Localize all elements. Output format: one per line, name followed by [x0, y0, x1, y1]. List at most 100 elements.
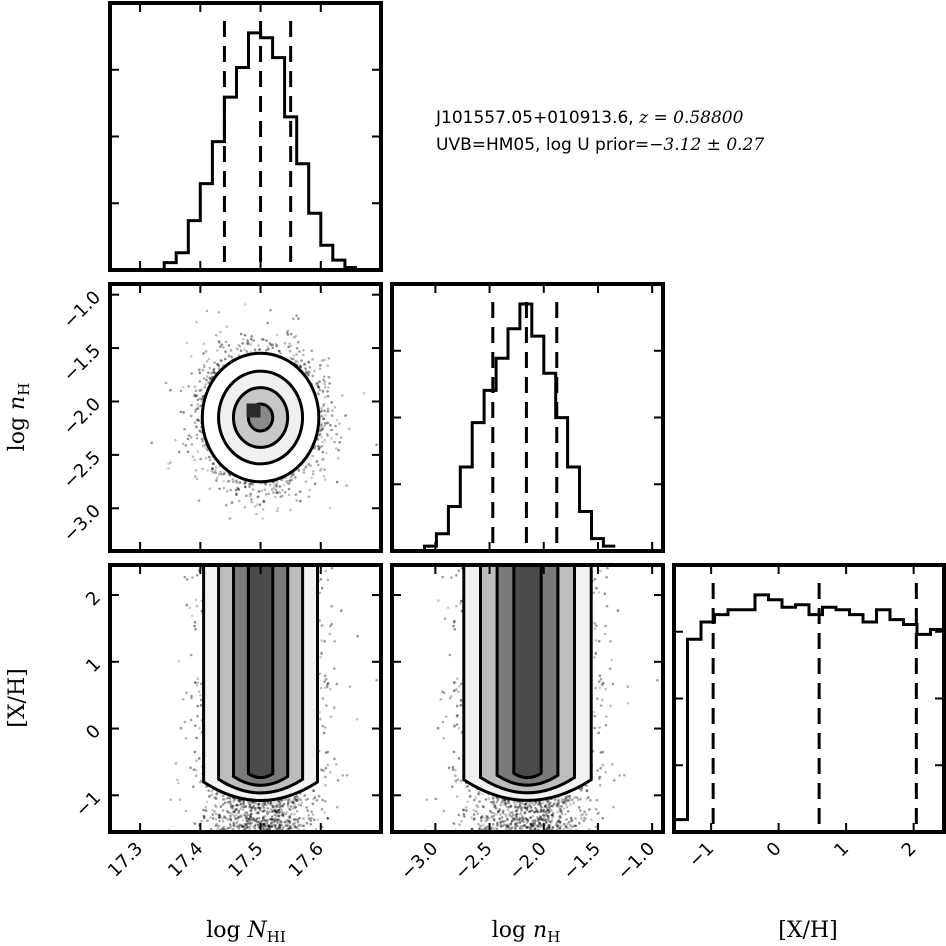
scatter-point — [308, 366, 312, 369]
scatter-point — [318, 388, 322, 392]
scatter-point — [216, 363, 219, 366]
scatter-point — [268, 342, 272, 345]
scatter-point — [207, 357, 211, 361]
scatter-point — [213, 469, 217, 472]
scatter-point — [321, 389, 325, 393]
scatter-point — [212, 370, 215, 374]
scatter-point — [252, 339, 256, 342]
scatter-point — [321, 440, 325, 444]
scatter-point — [306, 373, 310, 376]
scatter-point — [253, 505, 257, 508]
scatter-point — [348, 427, 351, 431]
scatter-point — [203, 365, 206, 369]
scatter-point — [236, 486, 239, 490]
scatter-point — [272, 491, 275, 494]
scatter-point — [243, 303, 247, 306]
scatter-point — [303, 467, 307, 470]
scatter-point — [306, 370, 310, 374]
scatter-point — [202, 377, 206, 380]
scatter-point — [275, 333, 279, 337]
scatter-point — [311, 358, 314, 361]
scatter-point — [250, 498, 253, 501]
scatter-point — [218, 487, 221, 491]
scatter-point — [241, 342, 244, 345]
scatter-point — [341, 394, 344, 397]
scatter-point — [169, 388, 172, 392]
scatter-point — [258, 503, 262, 506]
scatter-point — [220, 472, 223, 476]
scatter-point — [316, 391, 320, 394]
scatter-point — [206, 375, 209, 379]
scatter-point — [308, 488, 312, 492]
scatter-point — [197, 499, 201, 503]
scatter-point — [235, 481, 239, 484]
scatter-point — [292, 473, 295, 476]
scatter-point — [261, 517, 264, 520]
scatter-point — [250, 500, 254, 504]
scatter-point — [239, 332, 243, 336]
scatter-point — [211, 462, 215, 466]
scatter-point — [194, 410, 197, 413]
scatter-point — [263, 488, 267, 492]
scatter-point — [181, 442, 185, 446]
scatter-point — [285, 481, 289, 484]
scatter-point — [195, 394, 199, 397]
scatter-point — [328, 506, 332, 510]
scatter-point — [317, 385, 320, 389]
scatter-point — [204, 350, 208, 353]
scatter-point — [229, 349, 233, 352]
scatter-point — [293, 336, 296, 339]
scatter-point — [228, 517, 232, 520]
scatter-point — [289, 356, 292, 360]
scatter-point — [174, 438, 177, 442]
scatter-point — [198, 389, 202, 392]
scatter-point — [330, 428, 333, 432]
scatter-point — [323, 382, 326, 386]
scatter-point — [190, 443, 194, 446]
scatter-point — [247, 482, 251, 485]
scatter-point — [273, 483, 276, 487]
scatter-point — [213, 371, 216, 374]
scatter-point — [326, 434, 330, 438]
scatter-point — [248, 483, 252, 486]
scatter-point — [248, 485, 251, 489]
scatter-point — [298, 350, 301, 353]
scatter-point — [317, 444, 320, 448]
scatter-point — [222, 346, 225, 349]
scatter-point — [323, 409, 326, 413]
scatter-point — [194, 469, 198, 472]
scatter-point — [304, 480, 308, 483]
scatter-point — [330, 401, 334, 404]
scatter-point — [322, 378, 325, 382]
scatter-point — [275, 491, 279, 494]
scatter-point — [243, 485, 247, 489]
scatter-point — [275, 485, 278, 488]
scatter-point — [339, 436, 343, 439]
scatter-point — [275, 509, 279, 513]
scatter-point — [272, 486, 276, 490]
scatter-point — [304, 369, 308, 373]
scatter-point — [286, 329, 290, 333]
scatter-point — [269, 343, 273, 347]
scatter-point — [291, 473, 294, 477]
scatter-point — [260, 489, 264, 493]
scatter-point — [298, 365, 302, 369]
scatter-point — [194, 389, 198, 393]
scatter-point — [273, 495, 277, 499]
scatter-point — [208, 366, 212, 370]
scatter-point — [323, 478, 327, 481]
scatter-point — [330, 414, 334, 417]
scatter-point — [292, 354, 296, 357]
scatter-point — [195, 425, 198, 429]
scatter-point — [279, 495, 282, 499]
scatter-point — [182, 411, 185, 414]
scatter-point — [246, 341, 250, 344]
scatter-point — [283, 341, 287, 345]
scatter-point — [251, 483, 255, 487]
scatter-point — [202, 342, 206, 346]
scatter-point — [274, 488, 278, 492]
scatter-point — [212, 471, 215, 474]
scatter-point — [268, 483, 272, 487]
scatter-point — [195, 437, 199, 440]
scatter-point — [249, 343, 253, 346]
